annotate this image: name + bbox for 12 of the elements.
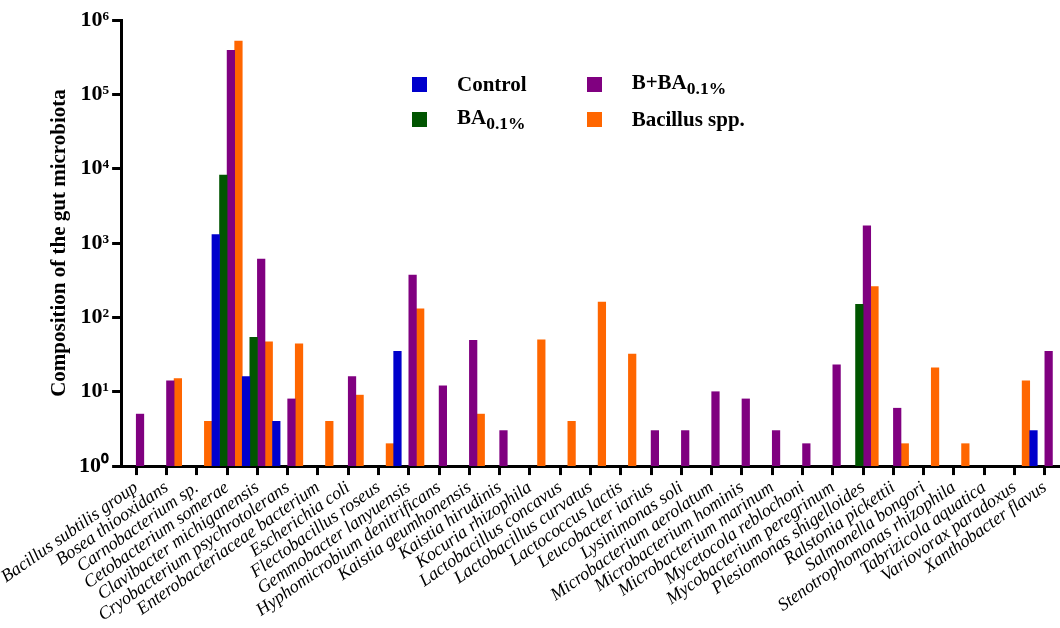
y-tick-label: 10³ xyxy=(80,228,110,254)
y-tick-label: 10⁵ xyxy=(80,80,110,106)
legend-label: Bacillus spp. xyxy=(631,107,745,133)
legend-label: Control xyxy=(457,72,527,98)
y-tick-label: 10¹ xyxy=(80,377,110,403)
y-tick-label: 10⁶ xyxy=(80,5,110,31)
y-tick-label: 10⁴ xyxy=(80,154,110,180)
y-tick-label: 10⁰ xyxy=(79,451,110,477)
legend-label: BA$_{0.1%}$ xyxy=(457,105,526,135)
y-axis-title: Composition of the gut microbiota xyxy=(45,88,70,397)
y-tick-label: 10² xyxy=(80,303,110,329)
legend-label: B+BA$_{0.1%}$ xyxy=(631,70,727,100)
